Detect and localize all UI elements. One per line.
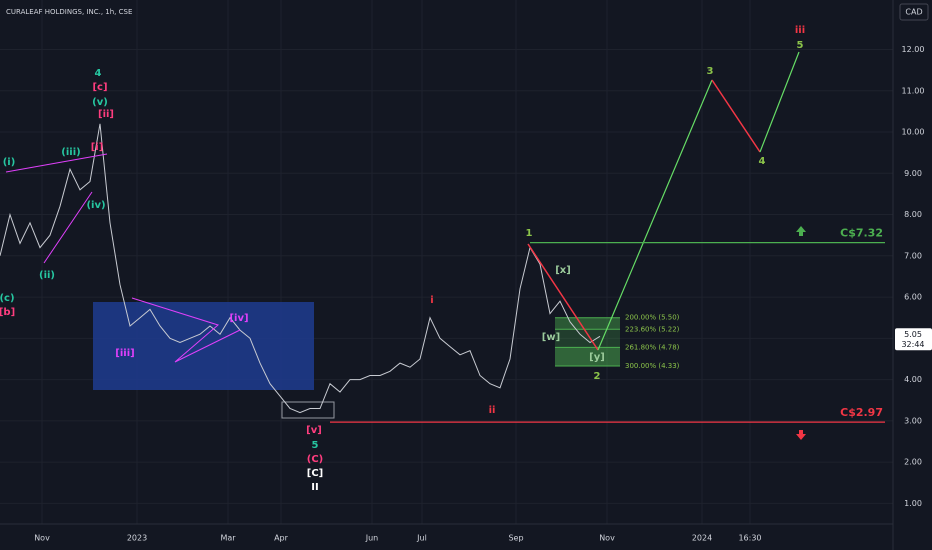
y-tick-label: 4.00: [904, 375, 922, 384]
x-tick-label: 16:30: [738, 534, 761, 543]
projection: [597, 79, 713, 351]
wave-label: [b]: [0, 307, 15, 318]
fib-label: 300.00% (4.33): [625, 362, 680, 370]
level-label: C$2.97: [840, 406, 883, 419]
x-tick-label: 2024: [692, 534, 712, 543]
x-tick-label: Jun: [365, 534, 379, 543]
y-tick-label: 1.00: [904, 499, 922, 508]
y-tick-label: 10.00: [902, 128, 925, 137]
wave-label: (i): [3, 157, 16, 168]
wave-label: [iii]: [115, 348, 134, 359]
wave-label: [iv]: [229, 313, 248, 324]
y-tick-label: 9.00: [904, 169, 922, 178]
y-tick-label: 6.00: [904, 293, 922, 302]
x-tick-label: Apr: [274, 534, 289, 543]
zone-box: [93, 302, 314, 390]
wave-label: [i]: [91, 142, 104, 153]
x-tick-label: Mar: [220, 534, 236, 543]
x-tick-label: Nov: [34, 534, 50, 543]
level-label: C$7.32: [840, 227, 883, 240]
wave-label: 1: [526, 228, 533, 239]
y-tick-label: 11.00: [902, 86, 925, 95]
wave-label: [C]: [307, 468, 323, 479]
y-tick-label: 7.00: [904, 251, 922, 260]
projection: [759, 51, 800, 153]
y-tick-label: 2.00: [904, 458, 922, 467]
price-line: [0, 123, 601, 414]
fib-label: 200.00% (5.50): [625, 314, 680, 322]
up-arrow: [796, 226, 806, 236]
wave-label: [ii]: [98, 109, 114, 120]
wave-label: 5: [312, 440, 319, 451]
wave-label: ii: [489, 405, 496, 416]
price-tag-value: 5.05: [904, 330, 922, 339]
wave-label: 5: [797, 40, 804, 51]
wave-label: i: [430, 295, 433, 306]
fib-label: 261.80% (4.78): [625, 343, 680, 351]
trend-line: [5, 153, 108, 173]
wave-label: 4: [95, 68, 102, 79]
currency-box: [899, 3, 929, 21]
fib-box: [555, 317, 620, 366]
fib-box: [555, 347, 620, 366]
y-tick-label: 12.00: [902, 45, 925, 54]
price-tag: [895, 328, 932, 351]
price-layer: [0, 123, 601, 414]
fib-box: [555, 317, 620, 330]
wave-label: (ii): [39, 270, 55, 281]
wave-label: (iii): [61, 147, 80, 158]
wave-label: [x]: [555, 265, 571, 276]
zone-box: [281, 401, 335, 419]
trend-line: [131, 297, 241, 363]
y-tick-label: 8.00: [904, 210, 922, 219]
wave-label: II: [311, 482, 318, 493]
grid: [0, 0, 893, 524]
wave-label: iii: [795, 25, 805, 36]
chart-title: CURALEAF HOLDINGS, INC., 1h, CSE: [6, 8, 132, 16]
currency: CAD: [905, 8, 922, 17]
wave-labels: (c) [b] (i) (ii) (iii) (iv) 4 [c] (v) [i…: [0, 25, 805, 493]
wave-label: (c): [0, 293, 15, 304]
projection: [711, 79, 761, 153]
fib-label: 223.60% (5.22): [625, 325, 680, 333]
wave-label: 2: [594, 371, 601, 382]
wave-label: [y]: [589, 352, 605, 363]
y-tick-label: 3.00: [904, 416, 922, 425]
fib-zone: 200.00% (5.50) 223.60% (5.22) 261.80% (4.7…: [555, 314, 680, 370]
wave-label: [v]: [306, 425, 322, 436]
wave-label: [c]: [92, 82, 107, 93]
down-arrow: [796, 430, 806, 440]
projection: [527, 243, 599, 351]
wave-lines: [5, 51, 806, 440]
wave-label: 4: [759, 156, 766, 167]
wave-label: (iv): [86, 200, 105, 211]
wave-label: (v): [92, 97, 108, 108]
x-tick-label: Jul: [416, 534, 427, 543]
wave-label: [w]: [542, 332, 560, 343]
x-tick-label: Nov: [599, 534, 615, 543]
countdown: 32:44: [901, 340, 924, 349]
wave-label: 3: [707, 66, 714, 77]
x-tick-label: 2023: [127, 534, 147, 543]
wave-label: (C): [307, 454, 323, 465]
x-tick-label: Sep: [508, 534, 523, 543]
trend-line: [43, 191, 93, 264]
